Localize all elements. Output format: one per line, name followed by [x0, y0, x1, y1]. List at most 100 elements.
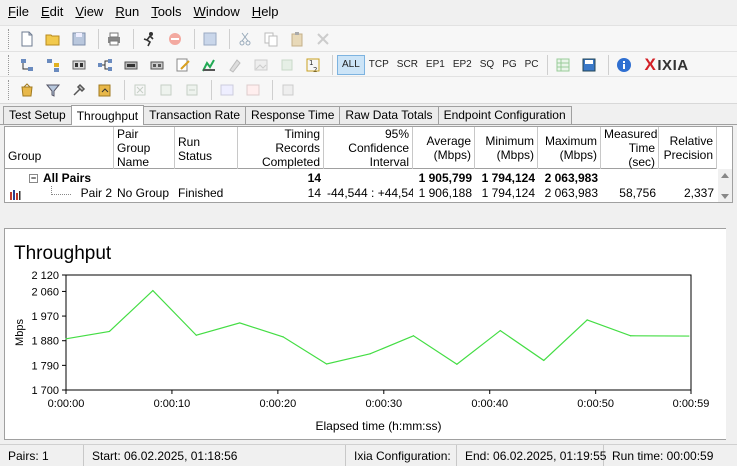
filter-ep2-button[interactable]: EP2 [452, 59, 472, 70]
edit-pair-icon[interactable] [68, 54, 90, 76]
menu-tools[interactable]: Tools [151, 4, 182, 19]
run-icon[interactable] [138, 28, 160, 50]
header-timing-records[interactable]: Timing Records Completed [238, 127, 324, 169]
filter-all-button[interactable]: ALL [337, 55, 365, 75]
tab-transaction-rate[interactable]: Transaction Rate [143, 106, 247, 124]
tab-response-time[interactable]: Response Time [245, 106, 341, 124]
add-multicast-icon[interactable] [42, 54, 64, 76]
y-tick-label: 1 880 [31, 336, 59, 348]
network-icon[interactable] [94, 54, 116, 76]
scroll-up-icon[interactable] [721, 173, 729, 178]
collapse-toggle[interactable]: − [29, 173, 38, 184]
data-point [586, 319, 588, 321]
menu-run[interactable]: Run [115, 4, 140, 19]
stop-icon[interactable] [164, 28, 186, 50]
disabled-split-icon[interactable] [216, 79, 238, 101]
table-row[interactable]: Pair 2 No Group Finished 14 -44,544 : +4… [5, 185, 717, 201]
tab-test-setup[interactable]: Test Setup [3, 106, 72, 124]
results-icon[interactable] [16, 79, 38, 101]
status-pairs: Pairs: 1 [0, 444, 84, 466]
y-tick-label: 2 060 [31, 286, 59, 298]
row-measured-time: 58,756 [619, 186, 656, 200]
paste-icon[interactable] [286, 28, 308, 50]
summary-empty [175, 170, 238, 186]
disabled-merge-icon[interactable] [242, 79, 264, 101]
data-point [325, 363, 328, 365]
modify-icon[interactable] [198, 54, 220, 76]
menu-edit[interactable]: Edit [40, 4, 64, 19]
row-run-status: Finished [178, 186, 224, 200]
header-average[interactable]: Average (Mbps) [413, 127, 475, 169]
toolbar-grip[interactable] [8, 55, 11, 75]
menu-window[interactable]: Window [193, 4, 240, 19]
grid-header: Group Pair Group Name Run Status Timing … [5, 127, 717, 169]
data-point [65, 338, 67, 340]
open-folder-icon[interactable] [42, 28, 64, 50]
disabled-expand-icon[interactable] [129, 79, 151, 101]
grid-view-icon[interactable] [552, 54, 574, 76]
save-results-icon[interactable] [578, 54, 600, 76]
disabled-move-icon[interactable] [181, 79, 203, 101]
disabled-image-icon[interactable] [250, 54, 272, 76]
x-tick-label: 0:00:40 [471, 398, 508, 410]
disabled-tool-icon[interactable] [224, 54, 246, 76]
save-icon[interactable] [68, 28, 90, 50]
ixia-logo: X IXIA [645, 55, 689, 75]
filter-tcp-button[interactable]: TCP [368, 59, 389, 70]
menu-help[interactable]: Help [251, 4, 279, 19]
header-measured-time[interactable]: Measured Time (sec) [601, 127, 659, 169]
summary-maximum: 2 063,983 [544, 171, 598, 185]
header-relative-precision[interactable]: Relative Precision [659, 127, 717, 169]
x-tick-label: 0:00:59 [673, 398, 710, 410]
chart-scrollbar[interactable] [726, 228, 737, 440]
refresh-icon[interactable] [199, 28, 221, 50]
summary-row[interactable]: − All Pairs 14 1 905,799 1 794,124 2 063,… [5, 170, 601, 186]
filter-sq-button[interactable]: SQ [479, 59, 495, 70]
separator [332, 55, 333, 75]
copy-icon[interactable] [260, 28, 282, 50]
summary-timing-records: 14 [307, 171, 321, 185]
tools-icon[interactable] [68, 79, 90, 101]
filter-scr-button[interactable]: SCR [396, 59, 418, 70]
grid-scrollbar[interactable] [718, 169, 732, 202]
info-icon[interactable] [613, 54, 635, 76]
disabled-collapse-icon[interactable] [155, 79, 177, 101]
add-pair-icon[interactable] [16, 54, 38, 76]
header-maximum[interactable]: Maximum (Mbps) [538, 127, 601, 169]
filter-pg-button[interactable]: PG [502, 59, 517, 70]
edit-script-icon[interactable] [172, 54, 194, 76]
header-pair-group-name[interactable]: Pair Group Name [114, 127, 175, 169]
filter-icon[interactable] [42, 79, 64, 101]
tab-endpoint-configuration[interactable]: Endpoint Configuration [437, 106, 572, 124]
row-pair: Pair 2 [5, 185, 114, 201]
new-file-icon[interactable] [16, 28, 38, 50]
results-tabs: Test Setup Throughput Transaction Rate Resp… [0, 105, 737, 125]
header-run-status[interactable]: Run Status [175, 127, 238, 169]
disabled-export-icon[interactable] [277, 79, 299, 101]
chart-options-icon[interactable] [94, 79, 116, 101]
throughput-chart-panel: Throughput 1 700 1 790 1 880 1 970 2 060 2 120… [4, 228, 733, 440]
filter-ep1-button[interactable]: EP1 [425, 59, 445, 70]
x-tick-label: 0:00:00 [48, 398, 85, 410]
delete-icon[interactable] [312, 28, 334, 50]
disabled-box-icon[interactable] [276, 54, 298, 76]
toolbar-grip[interactable] [8, 29, 11, 49]
logo-text: IXIA [657, 56, 689, 74]
cut-icon[interactable] [234, 28, 256, 50]
endpoint-icon[interactable] [146, 54, 168, 76]
menu-file[interactable]: File [8, 4, 29, 19]
toolbar-grip[interactable] [8, 80, 11, 100]
tab-raw-data-totals[interactable]: Raw Data Totals [339, 106, 439, 124]
row-confidence: -44,544 : +44,544 [327, 186, 413, 200]
header-confidence-interval[interactable]: 95% Confidence Interval [324, 127, 413, 169]
tab-throughput[interactable]: Throughput [70, 105, 145, 125]
print-icon[interactable] [103, 28, 125, 50]
summary-empty [324, 170, 413, 186]
header-minimum[interactable]: Minimum (Mbps) [475, 127, 538, 169]
menu-view[interactable]: View [75, 4, 104, 19]
hardware-icon[interactable] [120, 54, 142, 76]
filter-pc-button[interactable]: PC [524, 59, 539, 70]
scroll-down-icon[interactable] [721, 194, 729, 199]
header-group[interactable]: Group [5, 127, 114, 169]
